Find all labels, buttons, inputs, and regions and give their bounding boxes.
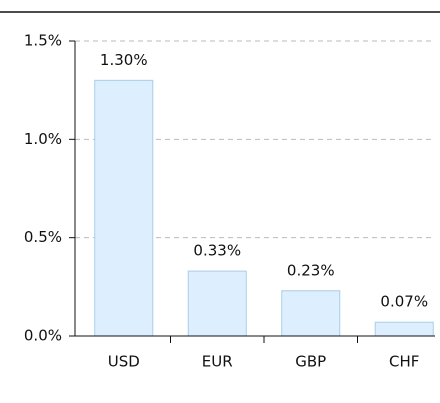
value-label: 0.23% xyxy=(287,261,335,279)
x-tick-label: CHF xyxy=(389,353,419,371)
value-label: 0.33% xyxy=(193,242,241,260)
y-tick-label: 1.0% xyxy=(24,130,62,148)
x-tick-label: EUR xyxy=(202,353,233,371)
x-tick-label: GBP xyxy=(295,353,326,371)
value-label: 1.30% xyxy=(100,51,148,69)
bar xyxy=(374,321,434,337)
y-tick-label: 1.5% xyxy=(24,32,62,50)
y-tick-label: 0.0% xyxy=(24,327,62,345)
value-label: 0.07% xyxy=(380,293,428,311)
bar xyxy=(94,79,154,337)
bar xyxy=(187,270,247,337)
bar xyxy=(281,290,341,337)
y-tick-label: 0.5% xyxy=(24,228,62,246)
x-tick-label: USD xyxy=(108,353,140,371)
